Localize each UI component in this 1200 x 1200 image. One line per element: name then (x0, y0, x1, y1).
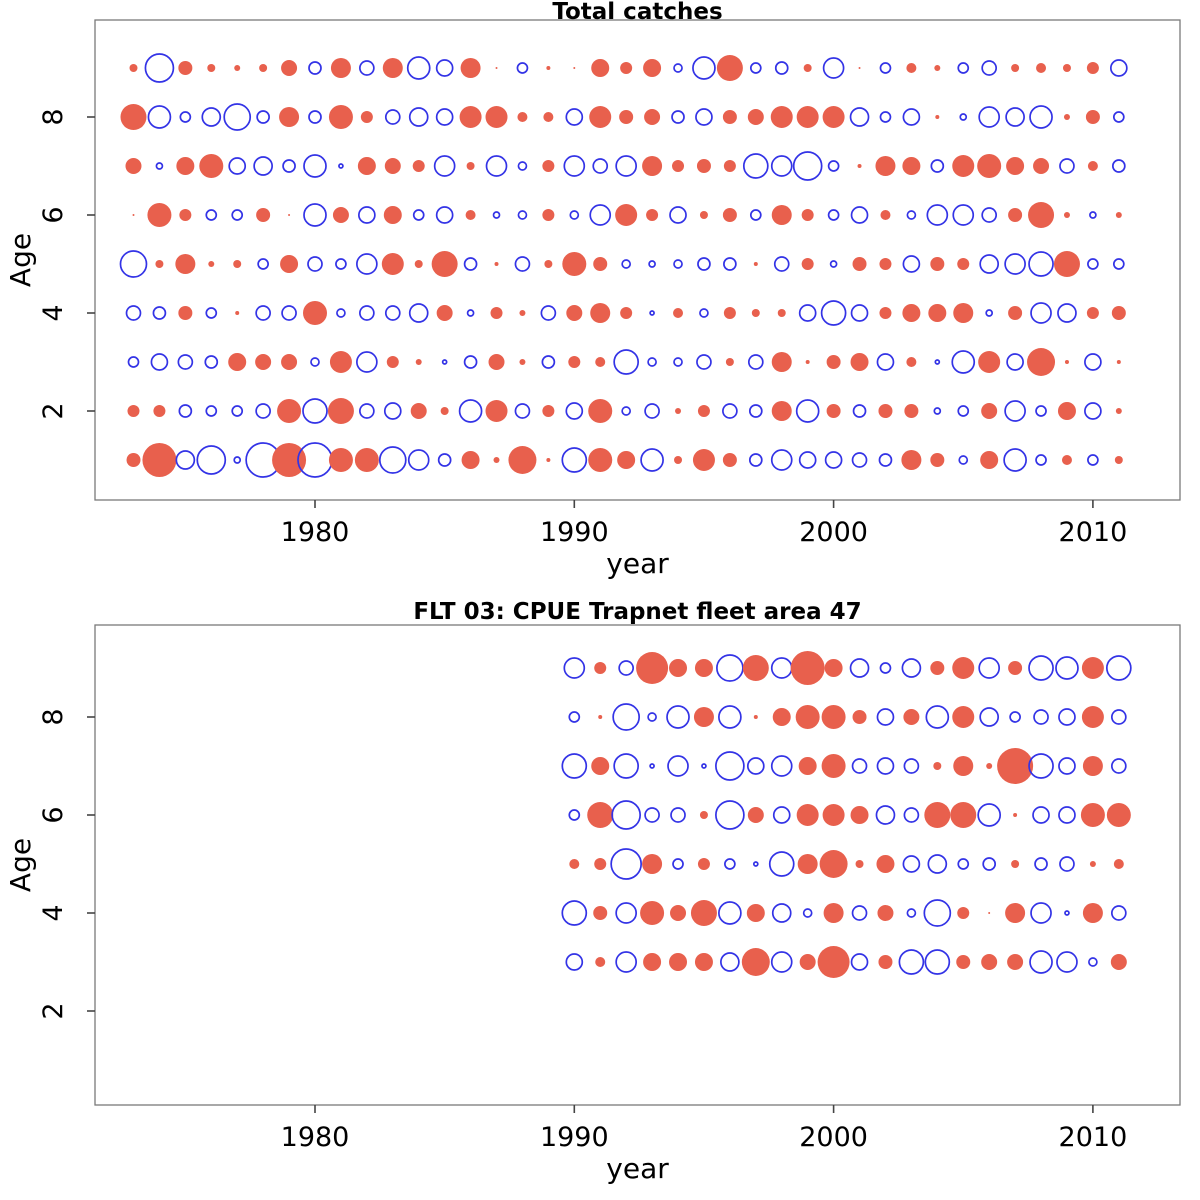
total-catches-plot: 1980 1990 2000 2010 year 2 4 6 8 Age (4, 19, 1181, 580)
svg-text:2: 2 (38, 1002, 69, 1019)
svg-text:8: 8 (38, 708, 69, 725)
svg-text:2000: 2000 (799, 517, 868, 548)
svg-text:2000: 2000 (799, 1122, 868, 1153)
svg-text:2: 2 (38, 402, 69, 419)
svg-text:8: 8 (38, 108, 69, 125)
cpue-trapnet-title: FLT 03: CPUE Trapnet fleet area 47 (413, 599, 862, 625)
svg-text:2010: 2010 (1059, 1122, 1128, 1153)
svg-text:4: 4 (38, 904, 69, 921)
svg-text:1980: 1980 (281, 1122, 350, 1153)
svg-text:year: year (606, 1152, 669, 1185)
svg-text:1980: 1980 (281, 517, 350, 548)
cpue-trapnet-plot: 1980 1990 2000 2010 year 2 4 6 8 Age (4, 624, 1181, 1185)
svg-text:1990: 1990 (540, 1122, 609, 1153)
svg-text:Age: Age (4, 838, 37, 892)
svg-text:year: year (606, 547, 669, 580)
total-catches-title: Total catches (552, 0, 723, 25)
svg-text:4: 4 (38, 304, 69, 321)
svg-text:6: 6 (38, 806, 69, 823)
svg-text:Age: Age (4, 233, 37, 287)
svg-text:6: 6 (38, 206, 69, 223)
svg-text:1990: 1990 (540, 517, 609, 548)
svg-text:2010: 2010 (1059, 517, 1128, 548)
